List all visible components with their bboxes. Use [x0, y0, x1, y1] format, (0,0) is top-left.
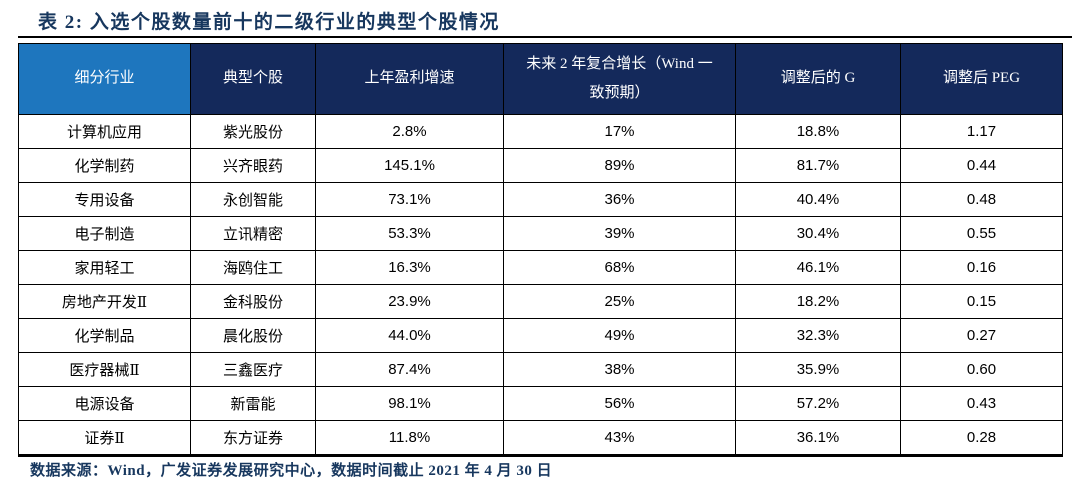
cell-value: 145.1% — [315, 148, 504, 183]
table-row: 电源设备 新雷能 98.1% 56% 57.2% 0.43 — [18, 386, 1063, 421]
cell-label: 专用设备 — [18, 182, 191, 217]
column-header: 典型个股 — [190, 43, 316, 115]
table-row: 家用轻工 海鸥住工 16.3% 68% 46.1% 0.16 — [18, 250, 1063, 285]
cell-value: 0.28 — [900, 420, 1063, 456]
cell-value: 44.0% — [315, 318, 504, 353]
table-row: 房地产开发Ⅱ 金科股份 23.9% 25% 18.2% 0.15 — [18, 284, 1063, 319]
cell-label: 医疗器械Ⅱ — [18, 352, 191, 387]
cell-value: 87.4% — [315, 352, 504, 387]
column-header: 细分行业 — [18, 43, 191, 115]
cell-value: 98.1% — [315, 386, 504, 421]
table-row: 专用设备 永创智能 73.1% 36% 40.4% 0.48 — [18, 182, 1063, 217]
column-header: 上年盈利增速 — [315, 43, 504, 115]
cell-value: 39% — [503, 216, 736, 251]
column-header: 未来 2 年复合增长（Wind 一致预期） — [503, 43, 736, 115]
data-source-note: 数据来源：Wind，广发证券发展研究中心，数据时间截止 2021 年 4 月 3… — [30, 463, 553, 479]
cell-value: 0.60 — [900, 352, 1063, 387]
cell-value: 17% — [503, 114, 736, 149]
cell-label: 永创智能 — [190, 182, 316, 217]
cell-value: 46.1% — [735, 250, 901, 285]
cell-value: 25% — [503, 284, 736, 319]
cell-value: 35.9% — [735, 352, 901, 387]
table-header: 细分行业 典型个股 上年盈利增速 未来 2 年复合增长（Wind 一致预期） 调整后的 … — [18, 43, 1063, 115]
cell-value: 36.1% — [735, 420, 901, 456]
table-row: 计算机应用 紫光股份 2.8% 17% 18.8% 1.17 — [18, 114, 1063, 149]
column-header: 调整后的 G — [735, 43, 901, 115]
cell-label: 电源设备 — [18, 386, 191, 421]
cell-value: 49% — [503, 318, 736, 353]
cell-value: 0.16 — [900, 250, 1063, 285]
cell-value: 18.2% — [735, 284, 901, 319]
cell-label: 证券Ⅱ — [18, 420, 191, 456]
cell-label: 兴齐眼药 — [190, 148, 316, 183]
cell-value: 53.3% — [315, 216, 504, 251]
cell-value: 32.3% — [735, 318, 901, 353]
cell-value: 36% — [503, 182, 736, 217]
cell-value: 81.7% — [735, 148, 901, 183]
cell-value: 56% — [503, 386, 736, 421]
cell-value: 16.3% — [315, 250, 504, 285]
cell-value: 11.8% — [315, 420, 504, 456]
cell-label: 计算机应用 — [18, 114, 191, 149]
cell-value: 38% — [503, 352, 736, 387]
data-table: 细分行业 典型个股 上年盈利增速 未来 2 年复合增长（Wind 一致预期） 调整后的 … — [18, 43, 1063, 457]
cell-label: 房地产开发Ⅱ — [18, 284, 191, 319]
cell-value: 0.43 — [900, 386, 1063, 421]
cell-label: 三鑫医疗 — [190, 352, 316, 387]
title-underline-rule — [18, 36, 1072, 38]
cell-value: 0.44 — [900, 148, 1063, 183]
cell-label: 金科股份 — [190, 284, 316, 319]
cell-label: 化学制药 — [18, 148, 191, 183]
cell-value: 0.55 — [900, 216, 1063, 251]
cell-label: 海鸥住工 — [190, 250, 316, 285]
cell-value: 40.4% — [735, 182, 901, 217]
header-row: 细分行业 典型个股 上年盈利增速 未来 2 年复合增长（Wind 一致预期） 调整后的 … — [18, 43, 1063, 115]
cell-label: 新雷能 — [190, 386, 316, 421]
cell-label: 化学制品 — [18, 318, 191, 353]
cell-value: 2.8% — [315, 114, 504, 149]
cell-value: 0.48 — [900, 182, 1063, 217]
cell-label: 晨化股份 — [190, 318, 316, 353]
cell-label: 紫光股份 — [190, 114, 316, 149]
cell-label: 家用轻工 — [18, 250, 191, 285]
table-row: 医疗器械Ⅱ 三鑫医疗 87.4% 38% 35.9% 0.60 — [18, 352, 1063, 387]
table-body: 计算机应用 紫光股份 2.8% 17% 18.8% 1.17 化学制药 兴齐眼药 145.1% 8… — [18, 114, 1063, 456]
column-header: 调整后 PEG — [900, 43, 1063, 115]
cell-value: 1.17 — [900, 114, 1063, 149]
cell-value: 0.15 — [900, 284, 1063, 319]
cell-value: 57.2% — [735, 386, 901, 421]
cell-value: 18.8% — [735, 114, 901, 149]
cell-label: 东方证券 — [190, 420, 316, 456]
cell-label: 电子制造 — [18, 216, 191, 251]
cell-value: 73.1% — [315, 182, 504, 217]
table-row: 化学制药 兴齐眼药 145.1% 89% 81.7% 0.44 — [18, 148, 1063, 183]
table-title: 表 2: 入选个股数量前十的二级行业的典型个股情况 — [38, 12, 500, 33]
cell-value: 0.27 — [900, 318, 1063, 353]
table-row: 证券Ⅱ 东方证券 11.8% 43% 36.1% 0.28 — [18, 420, 1063, 456]
cell-value: 68% — [503, 250, 736, 285]
cell-value: 23.9% — [315, 284, 504, 319]
cell-value: 89% — [503, 148, 736, 183]
cell-label: 立讯精密 — [190, 216, 316, 251]
cell-value: 43% — [503, 420, 736, 456]
table-row: 化学制品 晨化股份 44.0% 49% 32.3% 0.27 — [18, 318, 1063, 353]
cell-value: 30.4% — [735, 216, 901, 251]
table-row: 电子制造 立讯精密 53.3% 39% 30.4% 0.55 — [18, 216, 1063, 251]
